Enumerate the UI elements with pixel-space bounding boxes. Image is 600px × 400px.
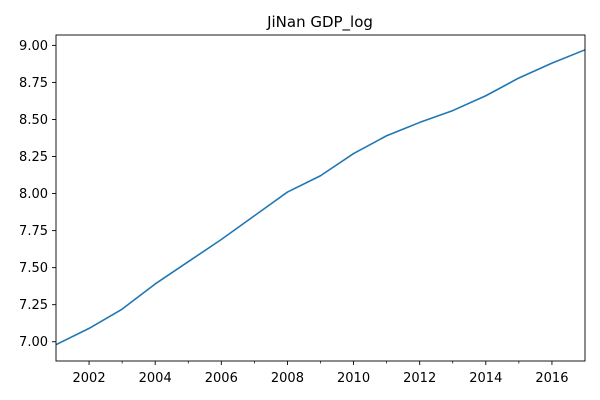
x-tick-label: 2002	[73, 371, 106, 386]
x-tick-label: 2016	[535, 371, 568, 386]
y-tick-label: 8.00	[19, 187, 48, 202]
x-tick-label: 2014	[469, 371, 502, 386]
x-tick-label: 2006	[205, 371, 238, 386]
y-tick-label: 7.25	[19, 298, 48, 313]
y-tick-label: 8.75	[19, 76, 48, 91]
plot-area: 7.00 7.25 7.50 7.75 8.00 8.25 8.50 8.75 9.00 2002…	[19, 34, 586, 386]
y-tick-label: 7.00	[19, 335, 48, 350]
y-tick-label: 8.50	[19, 113, 48, 128]
y-tick-label: 9.00	[19, 39, 48, 54]
axes-frame	[55, 34, 586, 362]
chart-title: JiNan GDP_log	[266, 13, 373, 32]
x-tick-label: 2004	[139, 371, 172, 386]
y-tick-label: 7.50	[19, 261, 48, 276]
x-tick-label: 2008	[271, 371, 304, 386]
x-tick-label: 2010	[337, 371, 370, 386]
x-tick-label: 2012	[403, 371, 436, 386]
series-line-0	[55, 49, 586, 346]
y-tick-label: 7.75	[19, 224, 48, 239]
y-tick-label: 8.25	[19, 150, 48, 165]
